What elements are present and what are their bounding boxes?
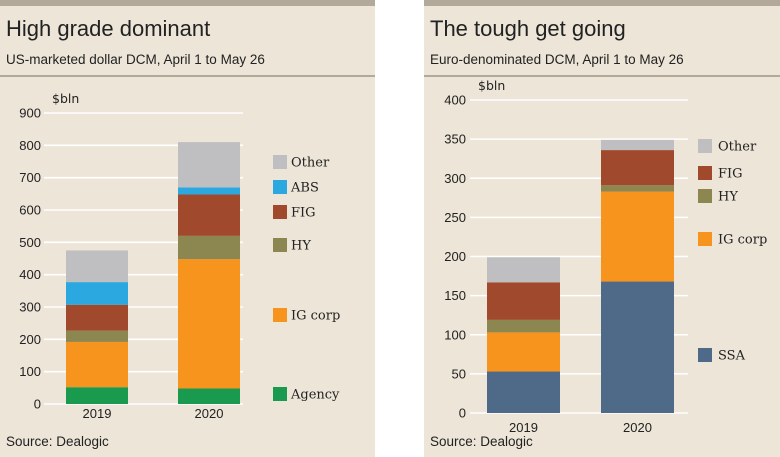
legend-swatch-fig [273, 205, 287, 219]
y-tick-label-0: 0 [34, 397, 41, 412]
legend-swatch-ig-corp [273, 308, 287, 322]
bar-2019-other [487, 257, 560, 283]
legend-label-fig: FIG [291, 206, 316, 221]
top-bar [0, 0, 375, 6]
x-tick-label-2020: 2020 [195, 406, 224, 421]
bar-2020-hy [178, 235, 240, 260]
y-tick-label-800: 800 [19, 138, 41, 153]
legend-swatch-other [698, 139, 712, 153]
bar-2020-fig [178, 194, 240, 236]
legend-swatch-fig [698, 166, 712, 180]
x-tick-label-2020: 2020 [623, 420, 652, 435]
divider [424, 75, 780, 77]
bar-2020-agency [178, 388, 240, 404]
legend-label-ig-corp: IG corp [718, 233, 767, 248]
legend-swatch-other [273, 155, 287, 169]
y-tick-label-350: 350 [444, 132, 466, 147]
y-tick-label-250: 250 [444, 210, 466, 225]
stacked-bar-chart-us: 0 100 200 300 400 500 600 700 800 900 $bln 2019 2020… [19, 91, 340, 421]
source-note: Source: Dealogic [430, 434, 533, 449]
bar-2020-abs [178, 187, 240, 195]
bar-2019-other [66, 250, 128, 283]
bar-2020-fig [601, 150, 674, 186]
stacked-bar-chart-euro: 0 50 100 150 200 250 300 350 400 $bln 2019 2020 Othe… [444, 78, 767, 435]
y-tick-label-0: 0 [459, 406, 466, 421]
bar-2019-hy [66, 330, 128, 342]
y-tick-label-400: 400 [19, 267, 41, 282]
bar-2019-ssa [487, 371, 560, 413]
divider [0, 75, 375, 77]
top-bar [424, 0, 780, 6]
legend-swatch-agency [273, 387, 287, 401]
y-tick-label-100: 100 [444, 327, 466, 342]
bar-2019-abs [66, 282, 128, 305]
bar-2019-fig [487, 282, 560, 320]
legend-swatch-hy [698, 189, 712, 203]
bar-2019-fig [66, 304, 128, 331]
legend-label-hy: HY [291, 239, 311, 254]
chart-title: The tough get going [430, 16, 626, 41]
y-tick-label-700: 700 [19, 170, 41, 185]
y-tick-label-50: 50 [452, 366, 466, 381]
y-tick-label-400: 400 [444, 93, 466, 108]
bar-2020-ig-corp [601, 191, 674, 282]
chart-subtitle: US-marketed dollar DCM, April 1 to May 2… [6, 52, 265, 67]
legend-swatch-ig-corp [698, 232, 712, 246]
bar-2019-ig-corp [487, 332, 560, 372]
legend-label-abs: ABS [290, 181, 319, 196]
legend-label-fig: FIG [718, 167, 743, 182]
y-tick-label-300: 300 [444, 171, 466, 186]
y-tick-label-100: 100 [19, 364, 41, 379]
bar-2020-ssa [601, 281, 674, 413]
chart-panel-us: High grade dominant US-marketed dollar D… [0, 0, 375, 457]
y-axis-unit-label: $bln [52, 91, 79, 106]
chart-subtitle: Euro-denominated DCM, April 1 to May 26 [430, 52, 684, 67]
bar-2020-other [178, 142, 240, 188]
y-tick-label-200: 200 [19, 332, 41, 347]
y-axis-unit-label: $bln [478, 78, 505, 93]
chart-panel-euro: The tough get going Euro-denominated DCM… [424, 0, 780, 457]
legend-swatch-hy [273, 238, 287, 252]
y-tick-label-150: 150 [444, 288, 466, 303]
y-tick-label-600: 600 [19, 203, 41, 218]
legend-swatch-ssa [698, 348, 712, 362]
legend-swatch-abs [273, 180, 287, 194]
bar-2020-ig-corp [178, 259, 240, 389]
y-tick-label-300: 300 [19, 300, 41, 315]
legend-label-hy: HY [718, 190, 738, 205]
bar-2019-hy [487, 319, 560, 333]
legend-label-agency: Agency [290, 388, 340, 403]
y-tick-label-200: 200 [444, 249, 466, 264]
bar-2019-agency [66, 387, 128, 404]
bar-2019-ig-corp [66, 341, 128, 388]
x-tick-label-2019: 2019 [83, 406, 112, 421]
chart-title: High grade dominant [6, 16, 211, 41]
y-tick-label-500: 500 [19, 235, 41, 250]
y-tick-label-900: 900 [19, 106, 41, 121]
x-tick-label-2019: 2019 [509, 420, 538, 435]
bar-2020-other [601, 139, 674, 151]
legend-label-other: Other [718, 140, 757, 155]
legend-label-other: Other [291, 156, 330, 171]
legend-label-ig-corp: IG corp [291, 309, 340, 324]
source-note: Source: Dealogic [6, 434, 109, 449]
legend-label-ssa: SSA [718, 349, 746, 364]
bar-2020-hy [601, 185, 674, 192]
